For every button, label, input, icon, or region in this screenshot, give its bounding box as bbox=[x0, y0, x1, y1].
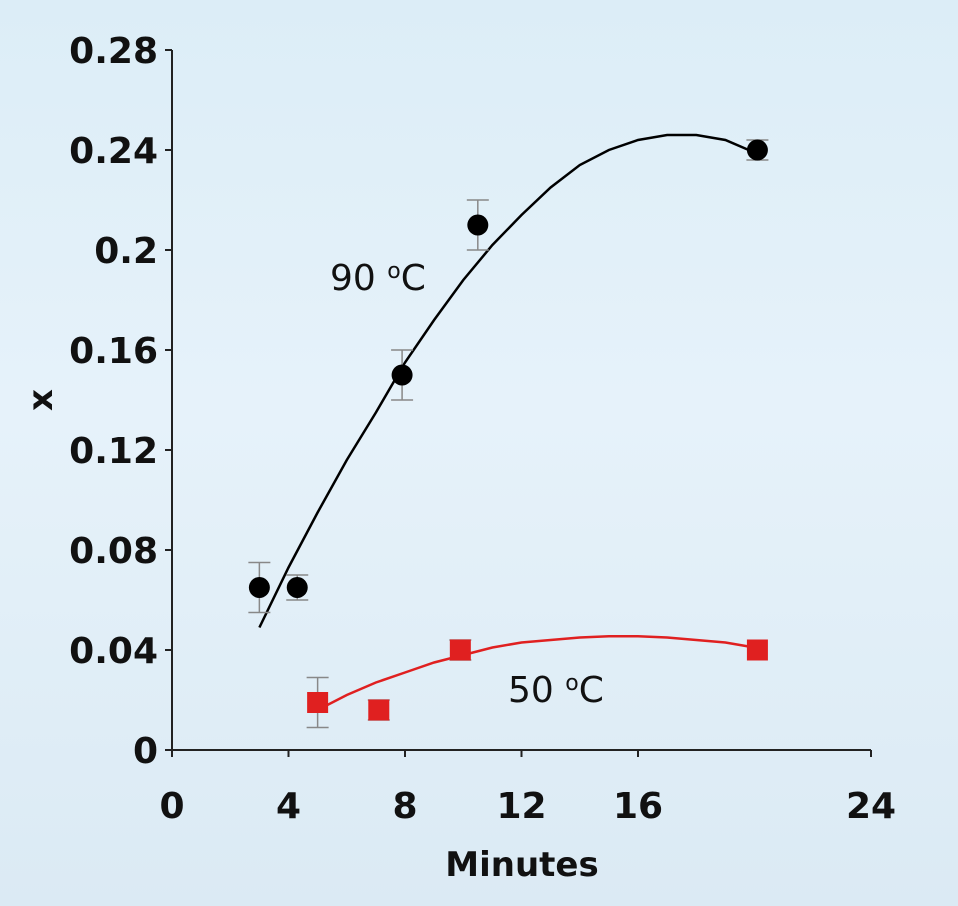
series-label-90c-value: 90 bbox=[330, 258, 387, 299]
axes: 0 0.04 0.08 0.12 0.16 0.2 0.24 0.28 0 4 8 12 16 24 bbox=[69, 31, 896, 827]
y-tick-label: 0.04 bbox=[69, 631, 158, 672]
x-tick-label: 16 bbox=[613, 786, 663, 827]
y-axis-title: x bbox=[21, 389, 61, 411]
series-label-90c-degree: o bbox=[387, 259, 400, 284]
data-point-50c bbox=[449, 639, 471, 661]
data-point-90c bbox=[286, 577, 308, 598]
data-point-50c bbox=[746, 639, 768, 661]
series-label-90c: 90 oC bbox=[330, 258, 426, 299]
series-label-50c-degree: o bbox=[565, 671, 578, 696]
y-tick-label: 0.08 bbox=[69, 531, 158, 572]
data-point-50c bbox=[368, 699, 390, 721]
series-label-90c-unit: C bbox=[401, 258, 426, 299]
y-tick-label: 0.12 bbox=[69, 431, 158, 472]
labels: Minutes x 90 oC 50 oC bbox=[21, 258, 604, 885]
y-tick-label: 0.16 bbox=[69, 331, 158, 372]
series-label-50c: 50 oC bbox=[508, 670, 604, 711]
y-tick-label: 0.28 bbox=[69, 31, 158, 72]
x-tick-label: 24 bbox=[846, 786, 896, 827]
fit-curves bbox=[258, 133, 755, 712]
series-label-50c-unit: C bbox=[579, 670, 604, 711]
fit-curve-90c bbox=[258, 133, 755, 629]
data-point-50c bbox=[307, 692, 329, 713]
data-point-90c bbox=[391, 364, 413, 386]
data-point-90c bbox=[467, 214, 489, 236]
x-tick-label: 8 bbox=[392, 786, 417, 827]
series-label-50c-value: 50 bbox=[508, 670, 565, 711]
x-axis-title: Minutes bbox=[445, 845, 598, 885]
data-points bbox=[248, 139, 768, 721]
data-point-90c bbox=[746, 139, 768, 161]
x-tick-label: 4 bbox=[276, 786, 301, 827]
x-tick-label: 12 bbox=[496, 786, 546, 827]
y-tick-label: 0.24 bbox=[69, 131, 158, 172]
y-tick-label: 0 bbox=[133, 731, 158, 772]
x-tick-label: 0 bbox=[159, 786, 184, 827]
y-tick-label: 0.2 bbox=[94, 231, 158, 272]
data-point-90c bbox=[248, 577, 270, 598]
fit-curve-50c bbox=[317, 635, 755, 712]
